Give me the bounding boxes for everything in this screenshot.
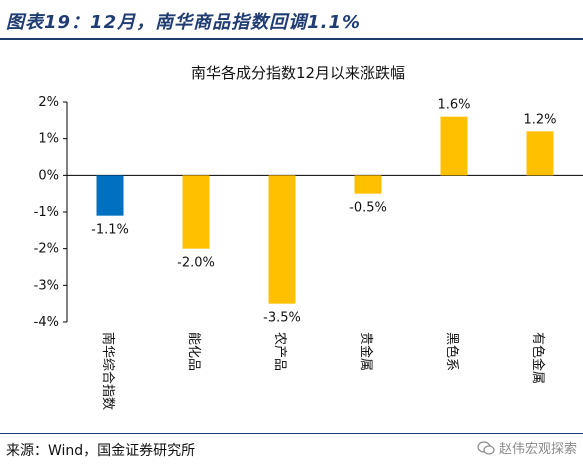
bar (526, 131, 554, 176)
data-label: 1.2% (523, 112, 556, 127)
category-label: 能化品 (186, 332, 201, 371)
y-tick-label: -3% (34, 278, 59, 293)
bar (354, 175, 382, 194)
category-label: 黑色系 (444, 332, 460, 371)
source-note: 来源：Wind，国金证券研究所 (6, 443, 196, 459)
y-tick-label: 0% (38, 168, 59, 183)
y-tick-label: -4% (34, 315, 59, 330)
bar (96, 175, 124, 216)
wechat-icon (477, 440, 495, 455)
watermark: 赵伟宏观探索 (477, 438, 577, 457)
category-label: 南华综合指数 (100, 332, 116, 410)
bar (182, 175, 210, 249)
figure-title: 图表19：12月，南华商品指数回调1.1% (6, 12, 362, 33)
bars-layer (96, 116, 554, 304)
footer-rule (0, 433, 583, 434)
data-label: -3.5% (263, 311, 301, 326)
category-label: 贵金属 (358, 332, 374, 371)
bar (268, 175, 296, 304)
chart-title: 南华各成分指数12月以来涨跌幅 (191, 64, 405, 82)
y-tick-label: 2% (38, 95, 59, 110)
data-label: -0.5% (349, 201, 387, 216)
header-rule (0, 38, 583, 40)
y-tick-label: -2% (34, 242, 59, 257)
category-label: 农产品 (272, 332, 287, 371)
category-label: 有色金属 (530, 332, 546, 384)
watermark-text: 赵伟宏观探索 (498, 442, 577, 457)
data-label: -1.1% (91, 223, 129, 238)
y-tick-label: 1% (38, 132, 59, 147)
axis-layer: 2% 1% 0% -1% -2% -3% -4% (34, 95, 583, 330)
bar (440, 116, 468, 176)
figure-header: 图表19：12月，南华商品指数回调1.1% (0, 0, 583, 40)
data-label: 1.6% (437, 98, 470, 113)
y-tick-label: -1% (34, 205, 59, 220)
bar-chart: 南华各成分指数12月以来涨跌幅 2% 1% 0% -1% -2% -3% -4% -1.1%… (34, 64, 583, 410)
data-label: -2.0% (177, 256, 215, 271)
labels-layer: -1.1% 南华综合指数 -2.0% 能化品 -3.5% 农产品 -0.5% 贵金属 1.6% 黑… (91, 98, 556, 410)
